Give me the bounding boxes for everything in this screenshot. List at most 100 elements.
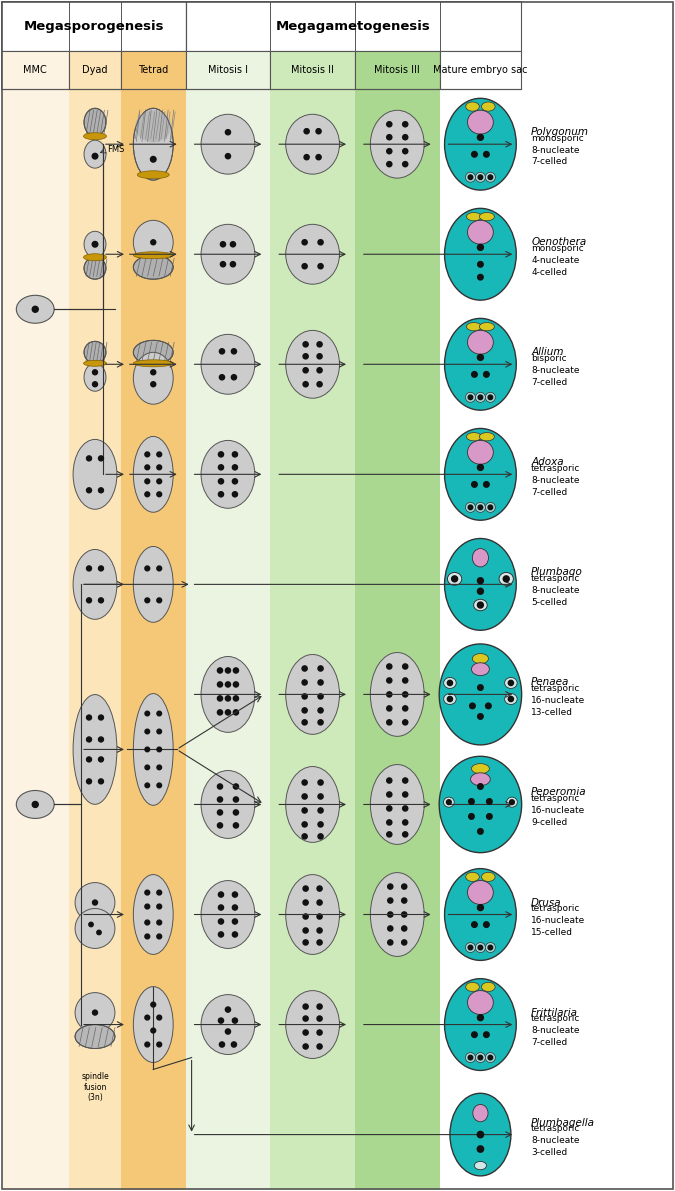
Circle shape bbox=[387, 678, 392, 684]
Ellipse shape bbox=[481, 983, 495, 991]
Circle shape bbox=[302, 834, 307, 838]
Text: spindle
fusion
(3n): spindle fusion (3n) bbox=[81, 1072, 109, 1102]
Ellipse shape bbox=[134, 693, 173, 805]
Text: Frittilaria: Frittilaria bbox=[531, 1008, 578, 1017]
Circle shape bbox=[478, 784, 483, 790]
Circle shape bbox=[302, 807, 307, 813]
Circle shape bbox=[217, 823, 223, 828]
Circle shape bbox=[318, 807, 323, 813]
Circle shape bbox=[488, 946, 493, 950]
Bar bbox=[121, 51, 186, 89]
Circle shape bbox=[318, 239, 323, 245]
Ellipse shape bbox=[371, 765, 424, 844]
Circle shape bbox=[387, 162, 392, 167]
Bar bbox=[186, 51, 270, 89]
Circle shape bbox=[234, 696, 238, 701]
Ellipse shape bbox=[135, 110, 171, 143]
Circle shape bbox=[452, 576, 458, 582]
Ellipse shape bbox=[481, 872, 495, 881]
Ellipse shape bbox=[286, 767, 340, 842]
Circle shape bbox=[472, 151, 477, 157]
Text: tetrasporic
8-nucleate
3-celled: tetrasporic 8-nucleate 3-celled bbox=[531, 1124, 580, 1156]
Circle shape bbox=[220, 242, 225, 247]
Ellipse shape bbox=[73, 694, 117, 804]
Ellipse shape bbox=[468, 991, 493, 1015]
Circle shape bbox=[317, 354, 322, 358]
Circle shape bbox=[387, 706, 392, 711]
Bar bbox=[439, 51, 521, 89]
Circle shape bbox=[387, 912, 393, 917]
Circle shape bbox=[387, 925, 393, 931]
Ellipse shape bbox=[448, 573, 462, 585]
Circle shape bbox=[86, 715, 92, 721]
Circle shape bbox=[302, 239, 307, 245]
Text: tetrasporic
16-nucleate
15-celled: tetrasporic 16-nucleate 15-celled bbox=[531, 904, 585, 937]
Ellipse shape bbox=[84, 363, 106, 391]
Circle shape bbox=[448, 697, 452, 701]
Ellipse shape bbox=[445, 318, 516, 410]
Ellipse shape bbox=[485, 1053, 495, 1062]
Ellipse shape bbox=[485, 503, 495, 512]
Ellipse shape bbox=[439, 756, 522, 853]
Circle shape bbox=[387, 778, 392, 784]
Circle shape bbox=[151, 369, 156, 375]
Circle shape bbox=[317, 928, 322, 933]
Ellipse shape bbox=[201, 114, 255, 174]
Circle shape bbox=[145, 782, 150, 787]
Circle shape bbox=[151, 1002, 156, 1006]
Circle shape bbox=[472, 481, 477, 487]
Ellipse shape bbox=[506, 797, 517, 807]
Ellipse shape bbox=[468, 220, 493, 244]
Circle shape bbox=[92, 154, 98, 158]
Circle shape bbox=[303, 381, 308, 387]
Ellipse shape bbox=[201, 335, 255, 394]
Ellipse shape bbox=[201, 880, 255, 948]
Circle shape bbox=[145, 453, 150, 457]
Circle shape bbox=[230, 242, 236, 247]
Circle shape bbox=[402, 121, 408, 127]
Circle shape bbox=[402, 884, 407, 890]
Ellipse shape bbox=[201, 771, 255, 838]
Ellipse shape bbox=[466, 212, 481, 220]
Circle shape bbox=[303, 354, 308, 358]
Text: Polygonum: Polygonum bbox=[531, 127, 589, 137]
Circle shape bbox=[86, 456, 92, 461]
Text: tetrasporic
8-nucleate
7-celled: tetrasporic 8-nucleate 7-celled bbox=[531, 1015, 580, 1047]
Ellipse shape bbox=[134, 108, 173, 180]
Circle shape bbox=[99, 456, 103, 461]
Circle shape bbox=[387, 831, 392, 837]
Text: monosporic
8-nucleate
7-celled: monosporic 8-nucleate 7-celled bbox=[531, 133, 584, 167]
Circle shape bbox=[232, 1042, 236, 1047]
Circle shape bbox=[225, 696, 231, 701]
Circle shape bbox=[402, 792, 408, 797]
Circle shape bbox=[219, 492, 223, 497]
Circle shape bbox=[232, 931, 238, 937]
Circle shape bbox=[483, 922, 489, 928]
Circle shape bbox=[508, 697, 514, 701]
Text: Plumbago: Plumbago bbox=[531, 567, 583, 578]
Circle shape bbox=[157, 934, 161, 939]
Bar bbox=[121, 89, 186, 1190]
Bar bbox=[69, 51, 121, 89]
Circle shape bbox=[483, 151, 489, 157]
Text: Dyad: Dyad bbox=[82, 66, 108, 75]
Bar bbox=[186, 1, 521, 51]
Circle shape bbox=[303, 368, 308, 373]
Circle shape bbox=[477, 1015, 483, 1021]
Circle shape bbox=[145, 464, 150, 469]
Circle shape bbox=[402, 149, 408, 154]
Circle shape bbox=[234, 823, 238, 828]
Circle shape bbox=[219, 919, 223, 924]
Text: Penaea: Penaea bbox=[531, 678, 570, 687]
Circle shape bbox=[402, 806, 408, 811]
Circle shape bbox=[478, 175, 483, 180]
Circle shape bbox=[446, 800, 452, 805]
Ellipse shape bbox=[84, 108, 106, 136]
Circle shape bbox=[477, 905, 483, 911]
Circle shape bbox=[468, 395, 472, 400]
Ellipse shape bbox=[371, 111, 424, 179]
Circle shape bbox=[157, 453, 161, 457]
Circle shape bbox=[318, 694, 323, 699]
Circle shape bbox=[157, 598, 161, 603]
Circle shape bbox=[151, 156, 156, 162]
